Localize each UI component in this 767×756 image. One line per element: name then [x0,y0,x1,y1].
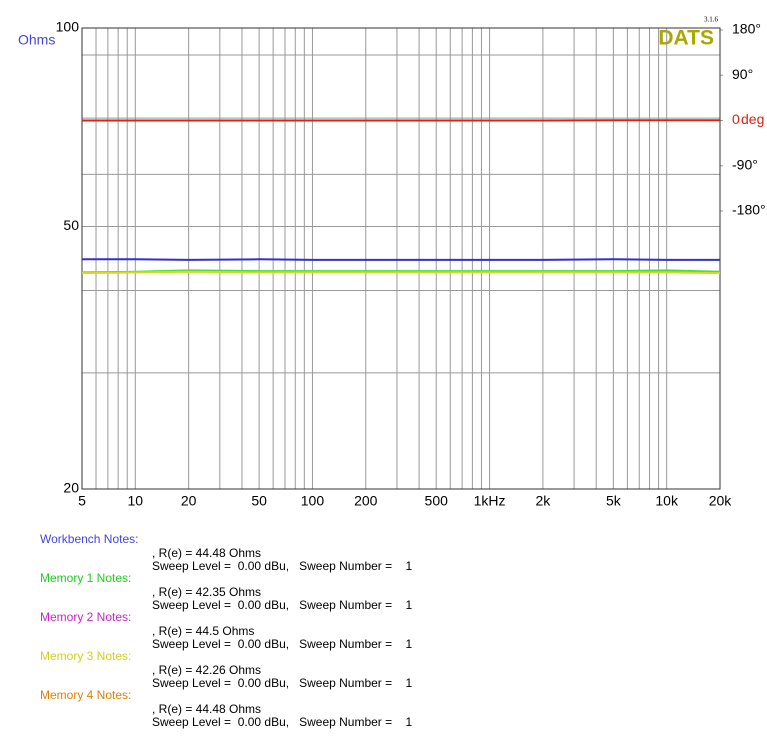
y-tick-label: 50 [63,217,79,233]
x-tick-label: 20 [181,493,197,509]
y2-tick-label: 0 [732,111,740,127]
x-tick-label: 10 [128,493,144,509]
series-line [81,269,721,274]
series-line [81,270,721,275]
y2-tick-label: -90° [732,156,758,172]
note-re: , R(e) = 42.35 Ohms [152,585,262,599]
note-re: , R(e) = 44.5 Ohms [152,624,255,638]
x-tick-label: 10k [655,493,679,509]
x-tick-label: 5 [78,493,86,509]
note-label: Memory 4 Notes: [40,688,132,702]
y2-tick-label: -180° [732,202,766,218]
version: 3.1.6 [704,16,719,24]
brand: DATS [658,27,714,50]
x-tick-label: 200 [354,493,378,509]
note-label: Memory 1 Notes: [40,571,132,585]
note-sweep: Sweep Level = 0.00 dBu, Sweep Number = 1 [152,676,413,690]
x-tick-label: 1kHz [474,493,506,509]
x-tick-label: 2k [535,493,551,509]
y2-tick-label: 90° [732,66,753,82]
note-sweep: Sweep Level = 0.00 dBu, Sweep Number = 1 [152,637,413,651]
note-re: , R(e) = 42.26 Ohms [152,663,262,677]
y-tick-label: 20 [63,480,79,496]
y-tick-label: 100 [56,19,80,35]
note-re: , R(e) = 44.48 Ohms [152,546,262,560]
note-sweep: Sweep Level = 0.00 dBu, Sweep Number = 1 [152,559,413,573]
series-line [82,258,720,261]
x-tick-label: 50 [251,493,267,509]
note-label: Memory 2 Notes: [40,610,132,624]
y2-tick-label: 180° [732,21,761,37]
y-axis-label: Ohms [18,32,55,48]
x-tick-label: 100 [301,493,325,509]
chart: Ohms DATS 3.1.6 5 10 20 50 100 200 500 1kHz 2k 5k… [18,16,766,509]
x-tick-label: 5k [606,493,622,509]
note-sweep: Sweep Level = 0.00 dBu, Sweep Number = 1 [152,598,413,612]
note-label: Workbench Notes: [40,532,139,546]
note-label: Memory 3 Notes: [40,649,132,663]
x-tick-label: 500 [425,493,449,509]
y2-axis-label: deg [741,111,764,127]
note-sweep: Sweep Level = 0.00 dBu, Sweep Number = 1 [152,715,413,729]
note-re: , R(e) = 44.48 Ohms [152,702,262,716]
x-tick-label: 20k [709,493,733,509]
